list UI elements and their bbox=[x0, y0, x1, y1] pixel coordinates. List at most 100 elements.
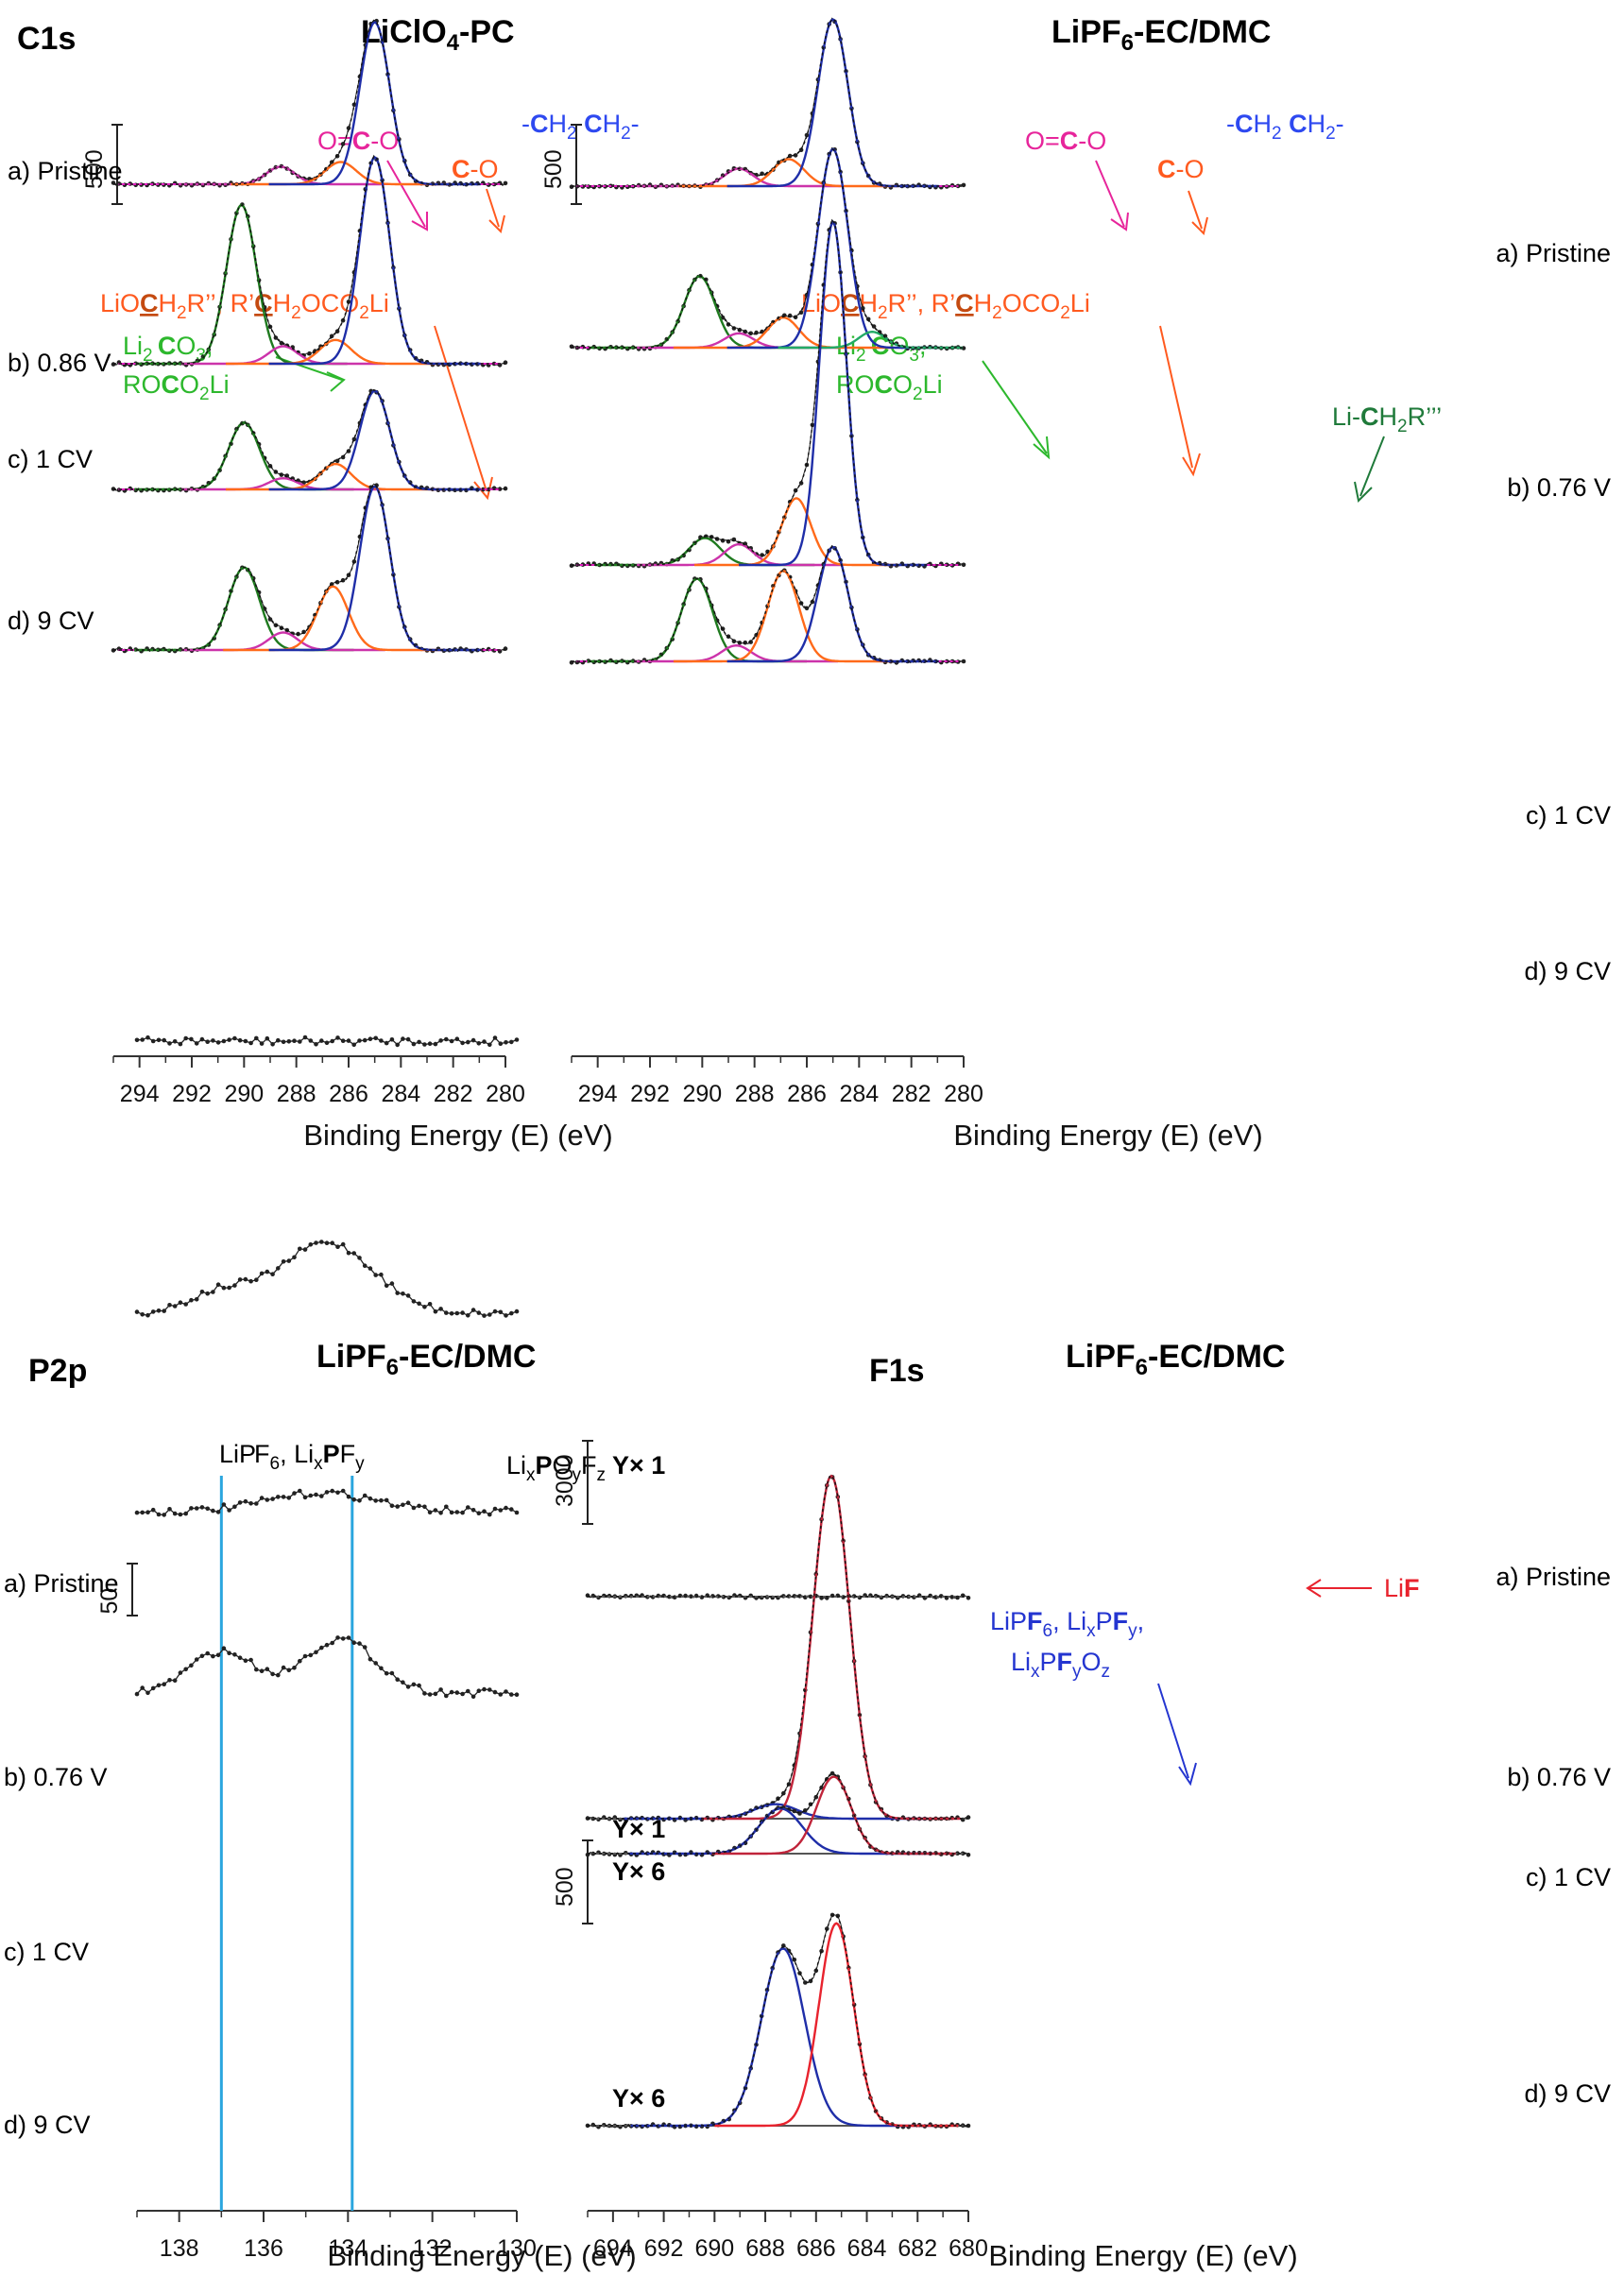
p2p-xtick-label: 134 bbox=[328, 2235, 368, 2262]
p2p-data-point bbox=[150, 1507, 156, 1513]
p2p-data-point bbox=[194, 1041, 199, 1046]
p2p-data-point bbox=[314, 1492, 318, 1497]
p2p-data-point bbox=[270, 1272, 275, 1276]
p2p-data-point bbox=[470, 1694, 476, 1700]
panel-title-c1s-lipf: LiPF6-EC/DMC bbox=[1051, 14, 1271, 56]
p2p-data-point bbox=[194, 1657, 199, 1662]
p2p-data-point bbox=[308, 1652, 314, 1658]
p2p-data-point bbox=[172, 1678, 178, 1683]
p2p-data-point bbox=[401, 1680, 405, 1685]
annot-ocO-lipf: O=C-O bbox=[1025, 127, 1106, 155]
c1s-lipf-xtick-label: 290 bbox=[682, 1081, 722, 1107]
p2p-data-point bbox=[178, 1300, 183, 1305]
p2p-data-point bbox=[433, 1508, 438, 1513]
c1s-licl-series-label: c) 1 CV bbox=[8, 445, 93, 473]
panel-title-p2p: LiPF6-EC/DMC bbox=[316, 1339, 536, 1380]
p2p-data-point bbox=[395, 1042, 401, 1048]
p2p-data-point bbox=[194, 1297, 199, 1302]
c1s-licl-xtick-label: 286 bbox=[329, 1081, 368, 1107]
p2p-data-point bbox=[232, 1283, 237, 1288]
p2p-data-point bbox=[259, 1496, 265, 1500]
p2p-data-point bbox=[281, 1259, 286, 1264]
p2p-data-point bbox=[417, 1301, 421, 1307]
f1s-xtick-label: 690 bbox=[694, 2235, 734, 2262]
f1s-annotations: LiF LiPF6, LixPFy, LixPFyOz bbox=[990, 1574, 1420, 1787]
p2p-data-point bbox=[405, 1500, 411, 1505]
p2p-data-point bbox=[335, 1490, 340, 1496]
panel-title-c1s-licl: LiClO4-PC bbox=[361, 14, 515, 56]
p2p-data-point bbox=[292, 1255, 297, 1260]
annot-co-licl: C-O bbox=[452, 155, 499, 183]
p2p-data-point bbox=[259, 1668, 265, 1673]
p2p-data-point bbox=[232, 1504, 237, 1510]
p2p-data-point bbox=[373, 1498, 379, 1503]
p2p-xlabel: Binding Energy (E) (eV) bbox=[327, 2239, 636, 2272]
p2p-data-point bbox=[211, 1508, 215, 1514]
c1s-lipf-xtick-label: 282 bbox=[892, 1081, 932, 1107]
p2p-data-trace bbox=[136, 1240, 518, 1317]
p2p-data-point bbox=[319, 1645, 324, 1651]
p2p-data-point bbox=[379, 1497, 384, 1503]
p2p-data-point bbox=[298, 1246, 302, 1252]
p2p-data-point bbox=[319, 1038, 324, 1043]
f1s-multiplier-label: Y× 6 bbox=[612, 1857, 665, 1886]
c1s-lipf-envelope bbox=[572, 148, 964, 349]
c1s-licl-data-point bbox=[503, 180, 508, 186]
p2p-data-point bbox=[134, 1309, 140, 1314]
f1s-data-point bbox=[803, 1980, 808, 1985]
c1s-lipf-xtick-label: 292 bbox=[630, 1081, 670, 1107]
f1s-component-peak bbox=[714, 1922, 959, 2128]
p2p-data-point bbox=[401, 1036, 405, 1041]
f1s-series-label: d) 9 CV bbox=[1524, 2079, 1611, 2108]
p2p-data-point bbox=[205, 1506, 210, 1512]
f1s-series-label: a) Pristine bbox=[1496, 1563, 1611, 1591]
p2p-data-point bbox=[433, 1691, 438, 1697]
annot-roco2li-licl: ROCO2Li bbox=[123, 370, 230, 404]
p2p-data-point bbox=[417, 1039, 421, 1045]
p2p-xtick-label: 132 bbox=[413, 2235, 453, 2262]
p2p-data-point bbox=[156, 1683, 162, 1688]
p2p-data-point bbox=[254, 1501, 259, 1506]
p2p-data-point bbox=[248, 1040, 253, 1046]
c1s-lipf-series-label: d) 9 CV bbox=[1524, 957, 1611, 985]
p2p-data-point bbox=[379, 1038, 384, 1043]
p2p-data-point bbox=[346, 1494, 351, 1499]
p2p-data-point bbox=[237, 1655, 243, 1660]
p2p-data-point bbox=[427, 1302, 433, 1307]
p2p-data-point bbox=[237, 1500, 243, 1505]
panel-title-f1s: LiPF6-EC/DMC bbox=[1066, 1339, 1285, 1380]
f1s-xlabel: Binding Energy (E) (eV) bbox=[988, 2239, 1297, 2272]
p2p-data-point bbox=[183, 1667, 188, 1672]
p2p-data-point bbox=[232, 1035, 237, 1041]
p2p-data-point bbox=[368, 1656, 373, 1662]
f1s-series-label: b) 0.76 V bbox=[1507, 1763, 1611, 1791]
c1s-lipf-annotations: O=C-O C-O -CH2 CH2- LiOCH2R’’, R’CH2OCO2… bbox=[801, 110, 1442, 504]
p2p-data-point bbox=[389, 1503, 395, 1509]
p2p-data-point bbox=[162, 1037, 166, 1043]
f1s-component-peak bbox=[630, 1947, 936, 2128]
p2p-data-point bbox=[340, 1636, 346, 1641]
p2p-data-point bbox=[276, 1495, 281, 1499]
c1s-licl-data-point bbox=[503, 486, 508, 491]
p2p-data-point bbox=[487, 1687, 492, 1692]
f1s-envelope bbox=[588, 1773, 968, 1855]
p2p-data-point bbox=[449, 1689, 454, 1695]
p2p-data-point bbox=[134, 1510, 140, 1515]
p2p-data-point bbox=[215, 1040, 221, 1045]
p2p-data-point bbox=[178, 1041, 183, 1047]
c1s-lipf-xtick-label: 280 bbox=[944, 1081, 983, 1107]
p2p-data-point bbox=[405, 1036, 411, 1042]
p2p-data-point bbox=[422, 1305, 427, 1309]
c1s-licl-scale-bar-label: 500 bbox=[81, 149, 108, 189]
p2p-data-point bbox=[504, 1313, 508, 1318]
f1s-xtick-label: 686 bbox=[796, 2235, 836, 2262]
f1s-data-point bbox=[966, 1596, 971, 1600]
p2p-data-point bbox=[514, 1510, 520, 1515]
c1s-licl-series-label: a) Pristine bbox=[8, 157, 123, 185]
p2p-data-point bbox=[189, 1297, 194, 1303]
c1s-lipf-component-peak bbox=[673, 569, 894, 663]
p2p-data-point bbox=[270, 1042, 275, 1047]
p2p-data-point bbox=[460, 1510, 465, 1515]
p2p-data-point bbox=[509, 1310, 514, 1316]
p2p-data-point bbox=[211, 1038, 215, 1043]
